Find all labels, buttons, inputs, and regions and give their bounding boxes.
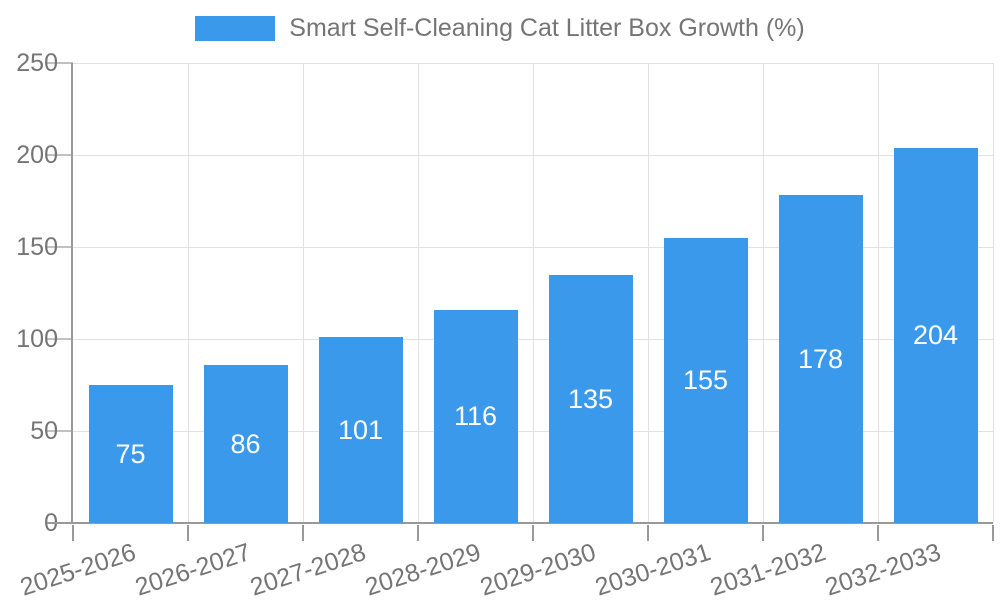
gridline-v	[762, 63, 764, 523]
x-tick-label: 2029-2030	[476, 538, 600, 600]
x-axis-tick	[992, 525, 994, 541]
gridline-v	[877, 63, 879, 523]
x-tick-label: 2025-2026	[16, 538, 140, 600]
x-axis-tick	[72, 525, 74, 541]
bar	[548, 274, 633, 523]
gridline-v	[417, 63, 419, 523]
x-axis-tick	[532, 525, 534, 541]
gridline-v	[187, 63, 189, 523]
legend-label: Smart Self-Cleaning Cat Litter Box Growt…	[289, 14, 805, 42]
x-axis-tick	[417, 525, 419, 541]
bar-value-label: 75	[115, 439, 146, 469]
bar	[663, 237, 748, 523]
x-axis-tick	[302, 525, 304, 541]
y-tick-label: 100	[16, 325, 58, 353]
bar	[893, 147, 978, 523]
y-axis-tick	[47, 246, 73, 248]
bar	[318, 337, 403, 523]
legend-swatch	[195, 16, 276, 41]
bar-value-label: 178	[797, 344, 844, 375]
y-axis-tick	[47, 430, 73, 432]
x-tick-label: 2031-2032	[706, 538, 830, 600]
x-tick-label: 2028-2029	[361, 538, 485, 600]
x-tick-label: 2032-2033	[821, 538, 945, 600]
x-axis-tick	[187, 525, 189, 541]
y-axis-line	[71, 63, 73, 523]
y-tick-label: 150	[16, 233, 58, 261]
y-axis-tick	[47, 338, 73, 340]
y-tick-label: 50	[30, 417, 58, 445]
y-axis-tick	[47, 154, 73, 156]
x-tick-label: 2030-2031	[591, 538, 715, 600]
bar	[203, 364, 288, 523]
gridline-v	[647, 63, 649, 523]
bar-value-label: 204	[912, 320, 959, 351]
gridline-v	[532, 63, 534, 523]
bar	[433, 309, 518, 523]
x-axis-line	[47, 522, 993, 524]
gridline-v	[302, 63, 304, 523]
bar-value-label: 135	[567, 383, 614, 414]
x-axis-tick	[647, 525, 649, 541]
x-axis-tick	[877, 525, 879, 541]
y-axis-tick	[47, 62, 73, 64]
bar-value-label: 116	[453, 401, 498, 432]
bar	[778, 195, 863, 523]
bar-value-label: 155	[682, 365, 729, 396]
x-tick-label: 2026-2027	[131, 538, 255, 600]
x-tick-label: 2027-2028	[246, 538, 370, 600]
y-tick-label: 250	[16, 49, 58, 77]
bar-value-label: 86	[230, 428, 261, 459]
y-tick-label: 200	[16, 141, 58, 169]
legend-item[interactable]: Smart Self-Cleaning Cat Litter Box Growt…	[195, 14, 805, 42]
bar	[88, 385, 173, 523]
gridline-v	[992, 63, 994, 523]
x-axis-tick	[762, 525, 764, 541]
bar-value-label: 101	[337, 415, 384, 446]
legend: Smart Self-Cleaning Cat Litter Box Growt…	[0, 16, 1000, 41]
